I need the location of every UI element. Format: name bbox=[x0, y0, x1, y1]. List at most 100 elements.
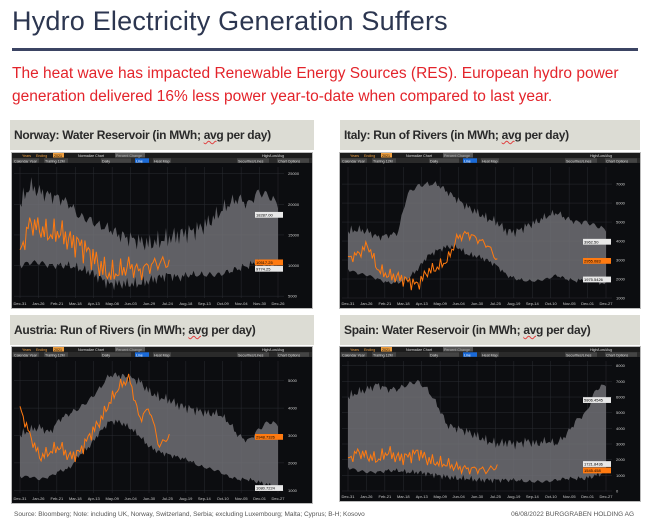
high-low-avg-checkbox[interactable]: High/Low/Avg bbox=[262, 348, 284, 352]
percent-change-dropdown[interactable]: Percent Change bbox=[444, 154, 470, 158]
ending-label: Ending bbox=[364, 154, 375, 158]
value-label-bg bbox=[583, 276, 611, 283]
panel-title-norway: Norway: Water Reservoir (in MWh; avg per… bbox=[10, 120, 314, 150]
x-tick-label: Jun-29 bbox=[143, 301, 156, 306]
calendar-year-button-bg[interactable] bbox=[341, 158, 367, 163]
daily-dropdown[interactable]: Daily bbox=[102, 159, 110, 163]
line-button[interactable]: Line bbox=[136, 353, 143, 357]
x-tick-label: Oct-09 bbox=[217, 301, 230, 306]
trailing-12m-button[interactable]: Trailing 12M bbox=[373, 159, 393, 163]
trailing-12m-button-bg[interactable] bbox=[44, 352, 68, 357]
calendar-year-button-bg[interactable] bbox=[341, 352, 367, 357]
year-input-bg[interactable] bbox=[381, 153, 392, 158]
securities-lines-button[interactable]: Securities/Lines bbox=[566, 159, 592, 163]
trailing-12m-button-bg[interactable] bbox=[44, 158, 68, 163]
heat-map-button-bg[interactable] bbox=[153, 158, 171, 163]
line-button[interactable]: Line bbox=[464, 159, 471, 163]
calendar-year-button[interactable]: Calendar Year bbox=[342, 159, 366, 163]
x-tick-label: Apr-13 bbox=[416, 494, 429, 499]
securities-lines-button-bg[interactable] bbox=[565, 158, 597, 163]
securities-lines-button-bg[interactable] bbox=[565, 352, 597, 357]
high-low-avg-checkbox[interactable]: High/Low/Avg bbox=[262, 154, 284, 158]
ending-label: Ending bbox=[36, 348, 47, 352]
chart-options-button[interactable]: Chart Options bbox=[278, 353, 300, 357]
calendar-year-button[interactable]: Calendar Year bbox=[14, 353, 38, 357]
percent-change-dropdown[interactable]: Percent Change bbox=[116, 348, 142, 352]
year-input[interactable]: 2021 bbox=[382, 154, 390, 158]
title-text: Italy: Run of Rivers (in MWh; bbox=[344, 128, 502, 142]
percent-change-dropdown-bg[interactable] bbox=[443, 347, 473, 352]
high-low-avg-checkbox[interactable]: High/Low/Avg bbox=[590, 154, 612, 158]
percent-change-dropdown-bg[interactable] bbox=[115, 347, 145, 352]
heat-map-button[interactable]: Heat Map bbox=[154, 353, 170, 357]
daily-dropdown-bg[interactable] bbox=[429, 352, 459, 357]
heat-map-button[interactable]: Heat Map bbox=[154, 159, 170, 163]
daily-dropdown[interactable]: Daily bbox=[102, 353, 110, 357]
normalize-chart-checkbox[interactable]: Normalize Chart bbox=[78, 154, 104, 158]
daily-dropdown-bg[interactable] bbox=[101, 352, 131, 357]
chart-options-button-bg[interactable] bbox=[277, 352, 309, 357]
y-tick-label: 1000 bbox=[616, 296, 626, 301]
x-tick-label: Dec-01 bbox=[253, 496, 267, 501]
x-tick-label: Oct-10 bbox=[545, 494, 558, 499]
line-button-bg[interactable] bbox=[135, 352, 149, 357]
x-tick-label: Dec-31 bbox=[342, 494, 356, 499]
heat-map-button[interactable]: Heat Map bbox=[482, 353, 498, 357]
heat-map-button-bg[interactable] bbox=[481, 352, 499, 357]
securities-lines-button[interactable]: Securities/Lines bbox=[238, 353, 264, 357]
line-button[interactable]: Line bbox=[464, 353, 471, 357]
year-input[interactable]: 2021 bbox=[54, 154, 62, 158]
trailing-12m-button[interactable]: Trailing 12M bbox=[45, 353, 65, 357]
daily-dropdown[interactable]: Daily bbox=[430, 353, 438, 357]
chart-options-button-bg[interactable] bbox=[277, 158, 309, 163]
securities-lines-button[interactable]: Securities/Lines bbox=[566, 353, 592, 357]
securities-lines-button[interactable]: Securities/Lines bbox=[238, 159, 264, 163]
calendar-year-button-bg[interactable] bbox=[13, 352, 39, 357]
title-text: avg bbox=[523, 323, 544, 337]
calendar-year-button[interactable]: Calendar Year bbox=[342, 353, 366, 357]
normalize-chart-checkbox[interactable]: Normalize Chart bbox=[78, 348, 104, 352]
chart-options-button[interactable]: Chart Options bbox=[278, 159, 300, 163]
percent-change-dropdown-bg[interactable] bbox=[115, 153, 145, 158]
normalize-chart-checkbox[interactable]: Normalize Chart bbox=[406, 154, 432, 158]
securities-lines-button-bg[interactable] bbox=[237, 352, 269, 357]
value-label-bg bbox=[583, 397, 611, 403]
daily-dropdown-bg[interactable] bbox=[101, 158, 131, 163]
securities-lines-button-bg[interactable] bbox=[237, 158, 269, 163]
heat-map-button[interactable]: Heat Map bbox=[482, 159, 498, 163]
line-button[interactable]: Line bbox=[136, 159, 143, 163]
year-input-bg[interactable] bbox=[53, 347, 64, 352]
chart-options-button[interactable]: Chart Options bbox=[606, 159, 628, 163]
percent-change-dropdown[interactable]: Percent Change bbox=[116, 154, 142, 158]
high-low-avg-checkbox[interactable]: High/Low/Avg bbox=[590, 348, 612, 352]
line-button-bg[interactable] bbox=[463, 352, 477, 357]
year-input[interactable]: 2021 bbox=[382, 348, 390, 352]
x-tick-label: Jul-25 bbox=[490, 494, 502, 499]
normalize-chart-checkbox[interactable]: Normalize Chart bbox=[406, 348, 432, 352]
line-button-bg[interactable] bbox=[135, 158, 149, 163]
chart-options-button-bg[interactable] bbox=[605, 352, 637, 357]
percent-change-dropdown[interactable]: Percent Change bbox=[444, 348, 470, 352]
x-tick-label: Dec-01 bbox=[581, 301, 595, 306]
trailing-12m-button-bg[interactable] bbox=[372, 158, 396, 163]
year-input-bg[interactable] bbox=[381, 347, 392, 352]
trailing-12m-button[interactable]: Trailing 12M bbox=[45, 159, 65, 163]
daily-dropdown[interactable]: Daily bbox=[430, 159, 438, 163]
y-tick-label: 1000 bbox=[616, 473, 626, 478]
x-tick-label: Jun-03 bbox=[124, 301, 137, 306]
y-tick-label: 15000 bbox=[288, 232, 300, 237]
trailing-12m-button-bg[interactable] bbox=[372, 352, 396, 357]
trailing-12m-button[interactable]: Trailing 12M bbox=[373, 353, 393, 357]
daily-dropdown-bg[interactable] bbox=[429, 158, 459, 163]
x-tick-label: Nov-05 bbox=[235, 496, 249, 501]
calendar-year-button[interactable]: Calendar Year bbox=[14, 159, 38, 163]
year-input-bg[interactable] bbox=[53, 153, 64, 158]
chart-options-button[interactable]: Chart Options bbox=[606, 353, 628, 357]
line-button-bg[interactable] bbox=[463, 158, 477, 163]
year-input[interactable]: 2021 bbox=[54, 348, 62, 352]
percent-change-dropdown-bg[interactable] bbox=[443, 153, 473, 158]
chart-options-button-bg[interactable] bbox=[605, 158, 637, 163]
heat-map-button-bg[interactable] bbox=[153, 352, 171, 357]
calendar-year-button-bg[interactable] bbox=[13, 158, 39, 163]
heat-map-button-bg[interactable] bbox=[481, 158, 499, 163]
